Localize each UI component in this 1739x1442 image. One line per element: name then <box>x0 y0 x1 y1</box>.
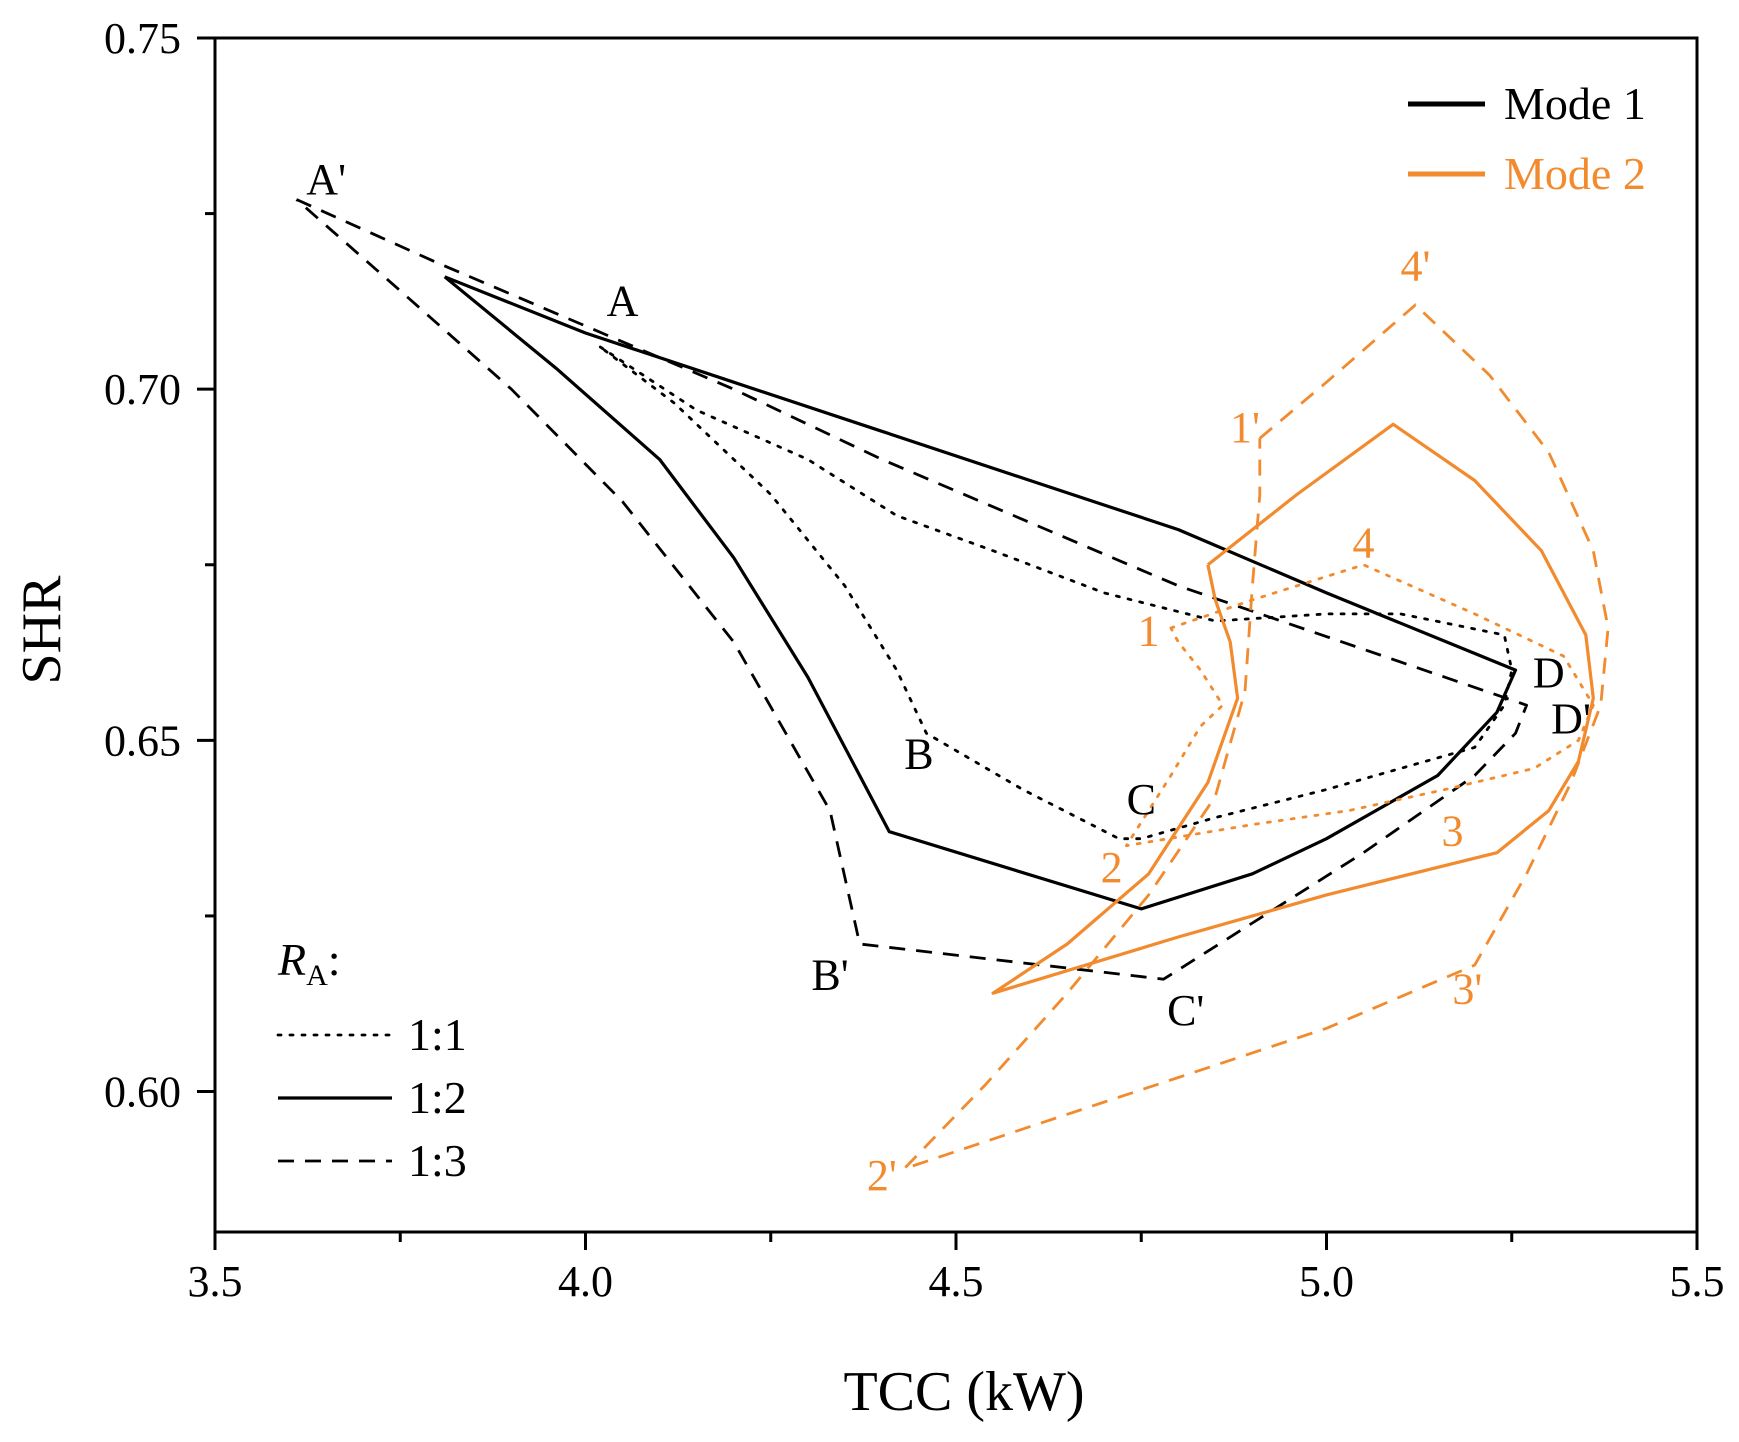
point-annotations: A' A B B' C C' DD' 1 2 3 4 1' 2' 3' 4' <box>306 155 1591 1200</box>
point-label: B <box>904 729 933 778</box>
series-line-mode2-ratio-1-1 <box>1125 563 1595 848</box>
legend-label-ratio: 1:2 <box>408 1072 467 1123</box>
point-label: 4' <box>1400 241 1430 290</box>
series-line-mode1-ratio-1-2 <box>443 275 1518 911</box>
legend-modes: Mode 1 Mode 2 <box>1408 78 1646 199</box>
x-tick-label: 4.0 <box>558 1257 613 1306</box>
series-line-mode2-ratio-1-2 <box>991 422 1595 995</box>
y-axis-label: SHR <box>11 575 73 685</box>
x-tick-label: 3.5 <box>188 1257 243 1306</box>
legend-ratio-title-suffix: : <box>328 934 341 985</box>
y-tick-label: 0.60 <box>104 1068 181 1117</box>
point-label: 2' <box>867 1151 897 1200</box>
x-tick-label: 4.5 <box>929 1257 984 1306</box>
legend-label-mode: Mode 1 <box>1504 78 1646 129</box>
point-label: A <box>607 276 639 325</box>
series-line-mode1-ratio-1-3 <box>295 198 1528 981</box>
legend-ratio-title-sub: A <box>306 959 328 992</box>
legend-ratio-title-main: R <box>277 934 306 985</box>
point-label: 1 <box>1138 607 1160 656</box>
series-line-mode1-ratio-1-1 <box>598 345 1514 841</box>
y-tick-label: 0.65 <box>104 716 181 765</box>
legend-ratio-title: RA: <box>277 934 341 992</box>
x-axis-label: TCC (kW) <box>843 1361 1084 1423</box>
point-label: 1' <box>1230 403 1260 452</box>
point-label: D' <box>1551 694 1591 743</box>
series-line-mode2-ratio-1-3 <box>902 303 1610 1171</box>
legend-label-ratio: 1:1 <box>408 1009 467 1060</box>
legend-ratio: RA: 1:1 1:2 1:3 <box>276 934 467 1186</box>
point-label: 2 <box>1101 843 1123 892</box>
point-label: C <box>1127 775 1156 824</box>
point-label: A' <box>306 155 346 204</box>
point-label: 3 <box>1441 807 1463 856</box>
axes: 3.5 4.0 4.5 5.0 5.5 0.60 0.65 0.70 0.75 <box>104 14 1725 1306</box>
point-label: 4 <box>1353 519 1375 568</box>
point-label: C' <box>1167 986 1204 1035</box>
x-tick-label: 5.5 <box>1670 1257 1725 1306</box>
legend-label-ratio: 1:3 <box>408 1135 467 1186</box>
point-label: 3' <box>1452 965 1482 1014</box>
point-label: D <box>1533 649 1565 698</box>
curves-layer <box>295 198 1610 1171</box>
x-tick-label: 5.0 <box>1299 1257 1354 1306</box>
legend-label-mode: Mode 2 <box>1504 148 1646 199</box>
y-tick-label: 0.70 <box>104 365 181 414</box>
point-label: B' <box>811 951 848 1000</box>
y-tick-label: 0.75 <box>104 14 181 63</box>
